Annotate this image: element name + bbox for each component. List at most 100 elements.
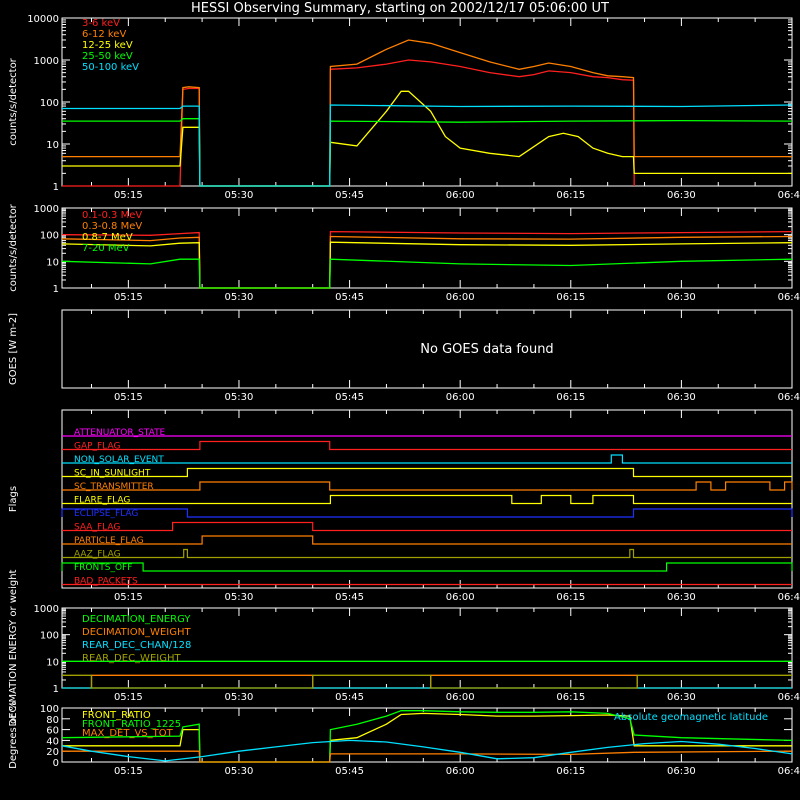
high-energy-rates-legend-entry: 0.3-0.8 MeV: [82, 221, 142, 232]
decimation-legend-entry: DECIMATION_ENERGY: [82, 614, 191, 625]
decimation-ytick-label: 1000: [34, 604, 59, 615]
low-energy-rates-xtick-label: 06:15: [556, 190, 585, 201]
decimation-xtick-label: 06:00: [446, 692, 475, 703]
flags-xtick-label: 06:00: [446, 592, 475, 603]
high-energy-rates-ylabel: counts/s/detector: [8, 203, 19, 291]
ratios-xtick-label: 06:15: [556, 766, 585, 777]
flag-label-non-solar-event: NON_SOLAR_EVENT: [74, 455, 164, 465]
flag-label-flare-flag: FLARE_FLAG: [74, 496, 130, 506]
high-energy-rates-ytick-label: 1: [53, 284, 59, 295]
flag-label-gap-flag: GAP_FLAG: [74, 442, 120, 452]
ratios-ytick-label: 0: [53, 758, 59, 769]
low-energy-rates-ytick-label: 1000: [34, 56, 59, 67]
decimation-ytick-label: 10: [46, 657, 59, 668]
decimation-legend-entry: REAR_DEC_WEIGHT: [82, 653, 181, 664]
low-energy-rates-xtick-label: 05:30: [225, 190, 254, 201]
low-energy-rates-xtick-label: 06:30: [667, 190, 696, 201]
goes-xtick-label: 05:45: [335, 392, 364, 403]
low-energy-rates-series-25-50-kev: [62, 118, 793, 187]
flag-label-attenuator-state: ATTENUATOR_STATE: [74, 428, 166, 438]
high-energy-rates-legend-entry: 0.8-7 MeV: [82, 232, 133, 243]
low-energy-rates-series-3-6-kev: [62, 59, 635, 187]
flag-label-saa-flag: SAA_FLAG: [74, 523, 120, 533]
low-energy-rates-series-50-100-kev: [62, 104, 793, 187]
decimation-xtick-label: 05:30: [225, 692, 254, 703]
goes-xtick-label: 06:15: [556, 392, 585, 403]
flag-label-sc-in-sunlight: SC_IN_SUNLIGHT: [74, 469, 151, 479]
high-energy-rates-xtick-label: 06:30: [667, 292, 696, 303]
ratios-xtick-label: 06:45: [778, 766, 800, 777]
low-energy-rates-ytick-label: 10: [46, 140, 59, 151]
high-energy-rates-xtick-label: 05:15: [114, 292, 143, 303]
flag-label-eclipse-flag: ECLIPSE_FLAG: [74, 509, 138, 519]
ratios-xtick-label: 05:30: [225, 766, 254, 777]
flag-label-aaz-flag: AAZ_FLAG: [74, 550, 121, 560]
high-energy-rates-series-0-8-7-mev: [61, 241, 793, 289]
high-energy-rates-xtick-label: 05:30: [225, 292, 254, 303]
flags-frame: [61, 409, 793, 589]
decimation-ytick-label: 100: [40, 631, 59, 642]
high-energy-rates-xtick-label: 06:15: [556, 292, 585, 303]
low-energy-rates-legend-entry: 6-12 keV: [82, 29, 126, 40]
flag-line-gap-flag: [62, 440, 792, 451]
goes-message: No GOES data found: [420, 342, 553, 357]
ratios-legend-entry: FRONT_RATIO: [82, 710, 151, 721]
ratios-xtick-label: 06:30: [667, 766, 696, 777]
flag-line-eclipse-flag: [61, 508, 793, 518]
flag-label-sc-transmitter: SC_TRANSMITTER: [74, 482, 154, 492]
high-energy-rates-ytick-label: 1000: [34, 204, 59, 215]
flag-line-sc-transmitter: [62, 481, 793, 491]
goes-ylabel: GOES [W m-2]: [8, 313, 19, 385]
decimation-ylabel: DECIMATION ENERGY or weight: [8, 569, 19, 726]
low-energy-rates-ytick-label: 1: [53, 182, 59, 193]
high-energy-rates-legend-entry: 0.1-0.3 MeV: [82, 210, 142, 221]
low-energy-rates-ytick-label: 10000: [27, 14, 59, 25]
decimation-legend-entry: DECIMATION_WEIGHT: [82, 627, 191, 638]
flag-label-fronts-off: FRONTS_OFF: [74, 563, 132, 573]
ratios-series-front-ratio-1225: [61, 710, 793, 763]
ratios-legend-entry: FRONT_RATIO_1225: [82, 719, 181, 730]
flags-ylabel: Flags: [8, 486, 19, 512]
ratios-ytick-label: 40: [46, 736, 59, 747]
ratios-xtick-label: 06:00: [446, 766, 475, 777]
flags-xtick-label: 06:30: [667, 592, 696, 603]
low-energy-rates-legend-entry: 25-50 keV: [82, 51, 133, 62]
low-energy-rates-legend-entry: 50-100 keV: [82, 62, 139, 73]
high-energy-rates-xtick-label: 05:45: [335, 292, 364, 303]
high-energy-rates-xtick-label: 06:45: [778, 292, 800, 303]
high-energy-rates-frame: [61, 207, 793, 289]
low-energy-rates-xtick-label: 05:15: [114, 190, 143, 201]
high-energy-rates-series-0-1-0-3-mev: [61, 230, 793, 289]
chart-title: HESSI Observing Summary, starting on 200…: [191, 1, 609, 16]
flags-xtick-label: 06:45: [778, 592, 800, 603]
ratios-series-absolute-geomagnetic-latitude: [61, 739, 793, 762]
decimation-xtick-label: 06:45: [778, 692, 800, 703]
ratios-ytick-label: 100: [40, 704, 59, 715]
low-energy-rates-legend-entry: 3-6 keV: [82, 18, 120, 29]
ratios-legend-entry: Absolute geomagnetic latitude: [614, 712, 768, 723]
flag-line-saa-flag: [62, 521, 792, 532]
decimation-series-rear-dec-weight: [62, 674, 792, 689]
low-energy-rates-xtick-label: 05:45: [335, 190, 364, 201]
flag-label-particle-flag: PARTICLE_FLAG: [74, 536, 144, 546]
high-energy-rates-ytick-label: 10: [46, 257, 59, 268]
flags-xtick-label: 05:45: [335, 592, 364, 603]
ratios-xtick-label: 05:15: [114, 766, 143, 777]
decimation-legend-entry: REAR_DEC_CHAN/128: [82, 640, 191, 651]
low-energy-rates-xtick-label: 06:45: [778, 190, 800, 201]
high-energy-rates-legend-entry: 7-20 MeV: [82, 243, 130, 254]
ratios-legend-entry: MAX_DET_VS_TOT: [82, 728, 174, 739]
ratios-ytick-label: 80: [46, 715, 59, 726]
decimation-ytick-label: 1: [53, 684, 59, 695]
decimation-xtick-label: 05:45: [335, 692, 364, 703]
flags-xtick-label: 06:15: [556, 592, 585, 603]
flags-xtick-label: 05:15: [114, 592, 143, 603]
decimation-xtick-label: 06:15: [556, 692, 585, 703]
ratios-ytick-label: 60: [46, 726, 59, 737]
goes-xtick-label: 05:15: [114, 392, 143, 403]
high-energy-rates-series-7-20-mev: [61, 258, 793, 289]
low-energy-rates-ylabel: counts/s/detector: [8, 57, 19, 145]
low-energy-rates-xtick-label: 06:00: [446, 190, 475, 201]
flag-line-fronts-off: [61, 562, 793, 572]
